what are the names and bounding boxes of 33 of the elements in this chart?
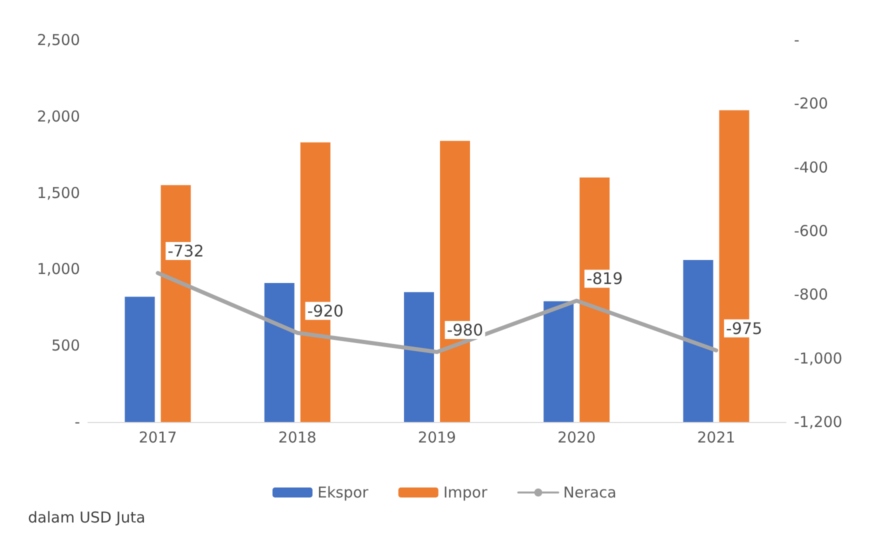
y-tick-label: 500 xyxy=(51,336,80,355)
bar xyxy=(124,296,155,422)
y2-tick-label: - xyxy=(794,31,800,49)
y2-tick-label: -600 xyxy=(794,222,828,240)
x-tick-label: 2017 xyxy=(138,428,177,446)
y-tick-label: 2,000 xyxy=(37,107,80,126)
legend-label: Ekspor xyxy=(318,484,370,502)
data-label: -975 xyxy=(726,318,762,338)
y2-tick-label: -200 xyxy=(794,94,828,113)
line-series xyxy=(156,271,718,354)
bar xyxy=(264,282,294,422)
bar xyxy=(683,260,714,422)
y-tick-label: 1,000 xyxy=(37,260,80,278)
text: dalam USD Juta xyxy=(28,508,146,526)
data-label: -819 xyxy=(586,269,623,288)
y-tick-label: - xyxy=(74,413,80,431)
x-tick-label: 2021 xyxy=(697,428,736,446)
data-label: -980 xyxy=(446,320,484,340)
y2-tick-label: -1,000 xyxy=(794,349,842,368)
x-tick-label: 2018 xyxy=(278,428,316,446)
legend-label: Neraca xyxy=(563,484,616,502)
y2-tick-label: -1,200 xyxy=(794,413,842,431)
x-tick-label: 2020 xyxy=(558,428,596,446)
y-tick-label: 1,500 xyxy=(37,184,80,202)
y2-tick-label: -400 xyxy=(794,158,828,176)
data-label: -920 xyxy=(307,301,344,320)
x-tick-label: 2019 xyxy=(418,428,456,446)
y2-tick-label: -800 xyxy=(794,286,828,304)
bar xyxy=(404,292,434,422)
y-tick-label: 2,500 xyxy=(37,31,80,49)
legend-label: Impor xyxy=(443,484,488,502)
data-label: -732 xyxy=(168,242,204,261)
bar xyxy=(544,301,574,422)
